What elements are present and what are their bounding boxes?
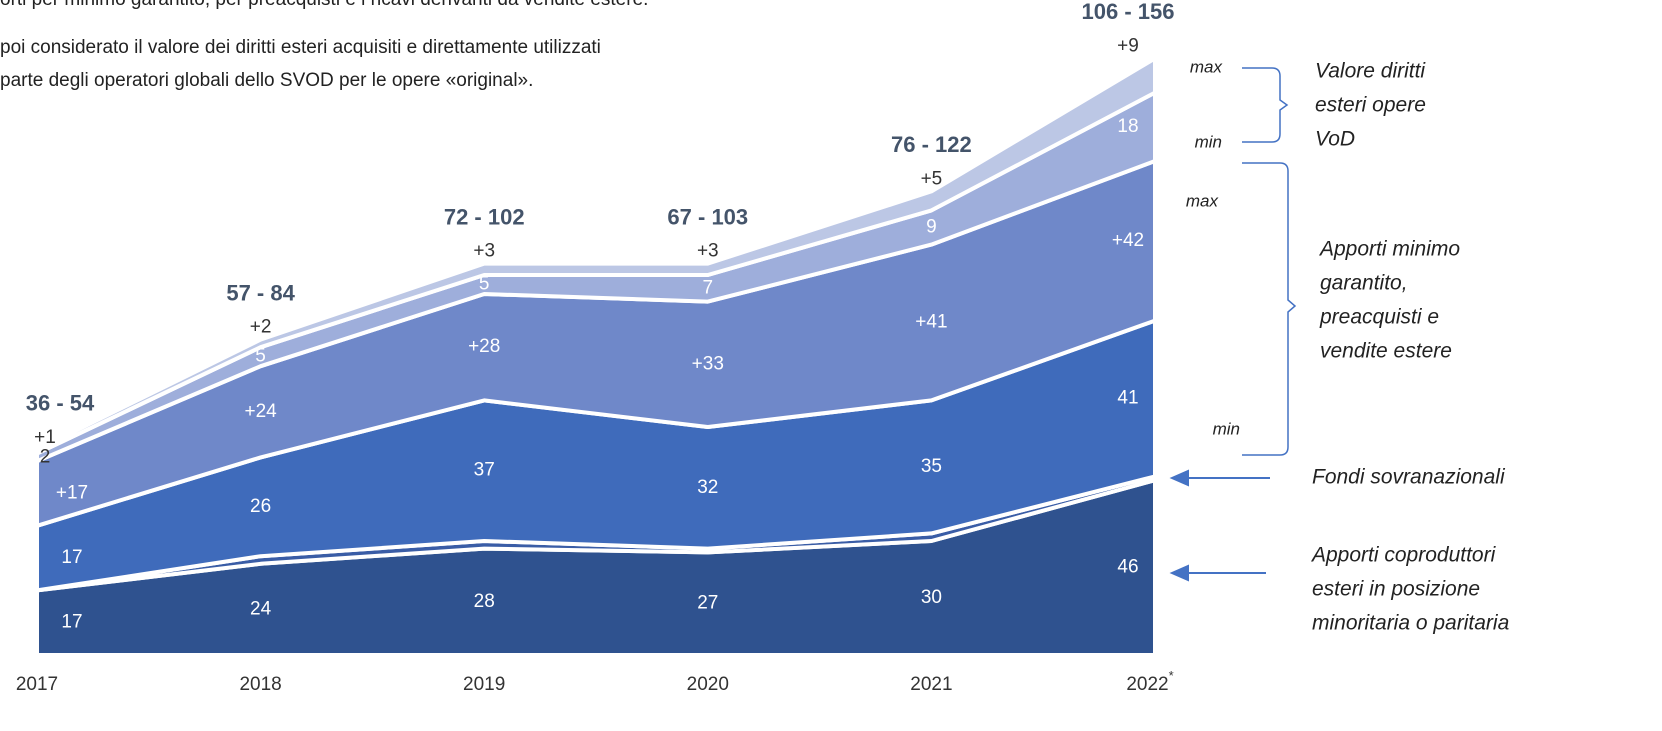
area xyxy=(35,56,1157,456)
annotation: esteri in posizione xyxy=(1312,578,1480,601)
x-tick-label: 2017 xyxy=(16,674,58,695)
annotation: Apporti minimo xyxy=(1318,238,1460,261)
x-tick-label: 2019 xyxy=(463,674,505,695)
x-tick-label: 2022* xyxy=(1126,668,1173,695)
value-label: +3 xyxy=(697,241,719,262)
value-label: 5 xyxy=(479,274,490,295)
x-tick-label: 2021 xyxy=(910,674,952,695)
note-mark: * xyxy=(1169,668,1174,683)
total-label: 36 - 54 xyxy=(26,391,95,416)
value-label: +5 xyxy=(921,168,943,189)
areas xyxy=(35,56,1157,657)
value-label: +17 xyxy=(56,483,88,504)
annotation: preacquisti e xyxy=(1319,306,1439,329)
year: 2020 xyxy=(687,674,729,695)
range-marker: max xyxy=(1190,57,1223,76)
value-label: +42 xyxy=(1112,230,1144,251)
value-label: 2 xyxy=(40,446,51,467)
value-label: +28 xyxy=(468,336,500,357)
year: 2022 xyxy=(1126,674,1168,695)
value-label: 35 xyxy=(921,456,942,477)
brace xyxy=(1242,162,1297,456)
arrow-head xyxy=(1169,469,1189,487)
value-label: +1 xyxy=(34,427,56,448)
x-tick-label: 2020 xyxy=(687,674,729,695)
arrows xyxy=(1169,469,1270,582)
year: 2017 xyxy=(16,674,58,695)
value-label: 27 xyxy=(697,593,718,614)
annotation: vendite estere xyxy=(1320,340,1452,363)
brace xyxy=(1242,67,1289,143)
total-label: 57 - 84 xyxy=(226,280,295,305)
annotation: VoD xyxy=(1315,128,1355,151)
value-label: 32 xyxy=(697,477,718,498)
value-label: +3 xyxy=(473,241,495,262)
annotation: Apporti coproduttori xyxy=(1310,544,1497,567)
year: 2018 xyxy=(239,674,281,695)
x-tick-label: 2018 xyxy=(239,674,281,695)
value-label: 5 xyxy=(255,346,266,367)
intro-line: parte degli operatori globali dello SVOD… xyxy=(0,70,533,91)
value-label: 18 xyxy=(1117,116,1138,137)
total-label: 67 - 103 xyxy=(667,204,748,229)
value-label: 30 xyxy=(921,587,942,608)
value-label: 26 xyxy=(250,496,271,517)
value-label: 37 xyxy=(474,460,495,481)
value-label: 28 xyxy=(474,591,495,612)
annotation: minoritaria o paritaria xyxy=(1312,612,1509,635)
arrow-head xyxy=(1169,564,1189,582)
year: 2019 xyxy=(463,674,505,695)
value-label: +24 xyxy=(244,401,277,422)
braces xyxy=(1242,67,1297,456)
value-label: +9 xyxy=(1117,35,1139,56)
value-label: +33 xyxy=(692,353,724,374)
value-label: 24 xyxy=(250,598,272,619)
value-label: 17 xyxy=(61,547,82,568)
annotation: Valore diritti xyxy=(1315,60,1426,83)
annotation: esteri opere xyxy=(1315,94,1426,117)
value-label: 9 xyxy=(926,217,937,238)
total-label: 106 - 156 xyxy=(1082,0,1175,24)
annotation: garantito, xyxy=(1320,272,1408,295)
value-label: +2 xyxy=(250,317,272,338)
value-label: 7 xyxy=(703,277,714,298)
value-label: +41 xyxy=(915,312,947,333)
year: 2021 xyxy=(910,674,952,695)
range-marker: min xyxy=(1195,132,1222,151)
total-label: 72 - 102 xyxy=(444,204,525,229)
intro-line: poi considerato il valore dei diritti es… xyxy=(0,37,601,58)
range-marker: min xyxy=(1213,419,1240,438)
value-label: 46 xyxy=(1117,557,1138,578)
value-label: 17 xyxy=(61,612,82,633)
annotation: Fondi sovranazionali xyxy=(1312,466,1506,489)
total-label: 76 - 122 xyxy=(891,132,972,157)
value-label: 41 xyxy=(1117,388,1138,409)
range-marker: max xyxy=(1186,191,1219,210)
intro-line: orti per minimo garantito, per preacquis… xyxy=(0,0,648,10)
